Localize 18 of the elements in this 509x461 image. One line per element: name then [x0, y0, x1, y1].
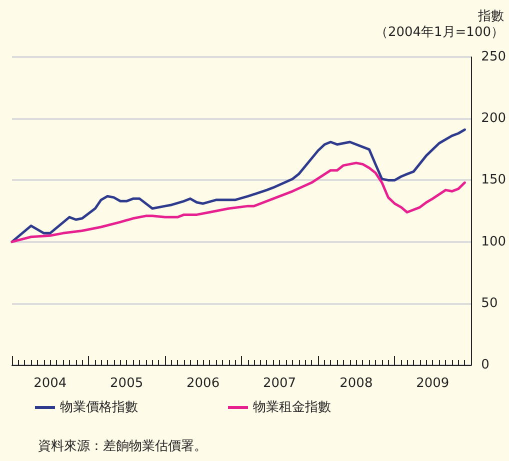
y-axis-title: 指數（2004年1月=100）	[374, 9, 504, 40]
y-tick-label: 50	[481, 296, 498, 311]
y-tick-label: 100	[481, 234, 506, 250]
x-tick-label: 2004	[34, 376, 67, 391]
source-note: 資料來源：差餉物業估價署。	[38, 439, 207, 454]
x-tick-label: 2006	[186, 376, 220, 391]
y-tick-label: 0	[481, 358, 490, 372]
x-tick-label: 2008	[340, 376, 373, 391]
legend-label: 物業租金指數	[253, 400, 331, 415]
y-tick-label: 250	[481, 50, 506, 64]
y-tick-label: 200	[481, 111, 506, 126]
line-series	[10, 162, 466, 244]
x-tick-label: 2005	[110, 376, 144, 391]
x-tick-label: 2007	[262, 376, 296, 391]
legend-label: 物業價格指數	[60, 400, 138, 415]
x-tick-label: 2009	[416, 376, 450, 391]
line-series	[10, 128, 466, 244]
y-tick-label: 150	[481, 172, 506, 188]
